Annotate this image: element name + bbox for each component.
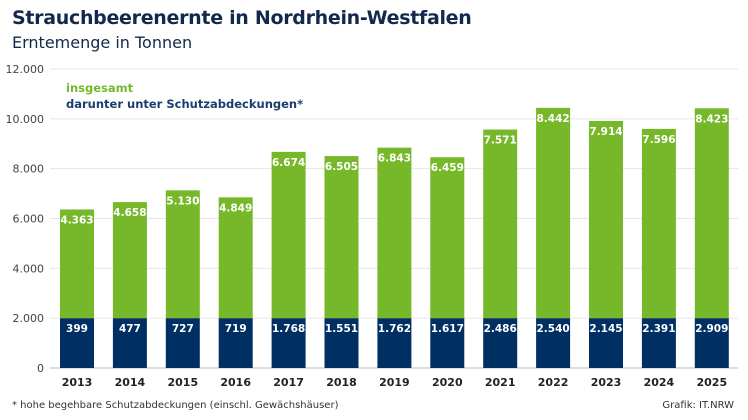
footnote: * hohe begehbare Schutzabdeckungen (eins…: [12, 400, 339, 411]
chart-title: Strauchbeerenernte in Nordrhein-Westfale…: [12, 7, 472, 29]
x-tick-label: 2013: [62, 376, 93, 389]
chart-subtitle: Erntemenge in Tonnen: [12, 33, 193, 52]
data-label-insgesamt: 7.914: [589, 126, 622, 138]
x-tick-label: 2024: [644, 376, 675, 389]
data-label-schutz: 1.617: [431, 323, 464, 335]
x-tick-label: 2025: [696, 376, 727, 389]
data-label-schutz: 719: [225, 323, 247, 335]
data-label-insgesamt: 8.423: [695, 113, 728, 125]
bar-insgesamt-2021: [483, 129, 518, 319]
bar-schutz-2019: [377, 318, 412, 368]
data-label-schutz: 2.909: [695, 323, 728, 335]
bar-insgesamt-2016: [218, 197, 253, 319]
data-label-schutz: 2.540: [536, 323, 569, 335]
bar-schutz-2013: [60, 318, 94, 368]
x-tick-label: 2016: [220, 376, 251, 389]
x-tick-label: 2015: [167, 376, 198, 389]
data-label-insgesamt: 4.363: [60, 214, 93, 226]
y-tick-label: 2.000: [13, 312, 45, 325]
y-tick-label: 4.000: [13, 262, 45, 275]
x-tick-label: 2017: [273, 376, 304, 389]
bar-schutz-2025: [694, 318, 729, 368]
data-label-insgesamt: 6.459: [431, 162, 464, 174]
bar-schutz-2022: [536, 318, 571, 368]
bar-insgesamt-2015: [165, 190, 200, 319]
data-label-insgesamt: 4.658: [113, 207, 146, 219]
bar-schutz-2017: [271, 318, 306, 368]
bar-schutz-2014: [112, 318, 147, 368]
y-tick-label: 10.000: [6, 113, 45, 126]
data-label-insgesamt: 6.843: [378, 153, 411, 165]
bar-insgesamt-2024: [641, 128, 676, 319]
data-label-schutz: 1.768: [272, 323, 305, 335]
bar-insgesamt-2022: [536, 107, 571, 319]
y-tick-label: 12.000: [6, 63, 45, 76]
data-label-schutz: 1.551: [325, 323, 358, 335]
data-label-insgesamt: 4.849: [219, 202, 252, 214]
data-label-insgesamt: 7.596: [642, 134, 675, 146]
x-tick-label: 2021: [485, 376, 516, 389]
legend-insgesamt: insgesamt: [66, 81, 134, 95]
y-tick-label: 6.000: [13, 213, 45, 226]
bar-schutz-2016: [218, 318, 253, 368]
bar-insgesamt-2014: [112, 202, 147, 319]
y-tick-label: 0: [37, 362, 44, 375]
x-tick-label: 2020: [432, 376, 463, 389]
bar-insgesamt-2018: [324, 156, 359, 319]
x-tick-label: 2014: [115, 376, 146, 389]
bar-insgesamt-2017: [271, 151, 306, 319]
bar-schutz-2015: [165, 318, 200, 368]
data-label-schutz: 1.762: [378, 323, 411, 335]
data-label-insgesamt: 8.442: [536, 113, 569, 125]
data-label-insgesamt: 6.505: [325, 161, 358, 173]
bar-schutz-2021: [483, 318, 518, 368]
data-label-schutz: 399: [66, 323, 88, 335]
bar-insgesamt-2019: [377, 147, 412, 319]
bar-insgesamt-2025: [694, 108, 729, 319]
x-tick-label: 2018: [326, 376, 357, 389]
source-credit: Grafik: IT.NRW: [662, 400, 734, 411]
x-tick-label: 2022: [538, 376, 569, 389]
bar-insgesamt-2023: [589, 120, 623, 319]
x-tick-label: 2023: [591, 376, 622, 389]
data-label-insgesamt: 6.674: [272, 157, 305, 169]
bar-schutz-2024: [641, 318, 676, 368]
data-label-schutz: 2.391: [642, 323, 675, 335]
bar-schutz-2018: [324, 318, 359, 368]
x-tick-label: 2019: [379, 376, 410, 389]
bar-schutz-2023: [589, 318, 623, 368]
legend-schutz: darunter unter Schutzabdeckungen*: [66, 97, 303, 111]
data-label-schutz: 2.145: [589, 323, 622, 335]
data-label-schutz: 477: [119, 323, 141, 335]
data-label-schutz: 727: [172, 323, 194, 335]
data-label-insgesamt: 5.130: [166, 195, 199, 207]
bar-insgesamt-2013: [60, 209, 94, 319]
y-tick-label: 8.000: [13, 163, 45, 176]
bar-schutz-2020: [430, 318, 465, 368]
bar-insgesamt-2020: [430, 157, 465, 319]
data-label-insgesamt: 7.571: [484, 135, 517, 147]
data-label-schutz: 2.486: [484, 323, 517, 335]
